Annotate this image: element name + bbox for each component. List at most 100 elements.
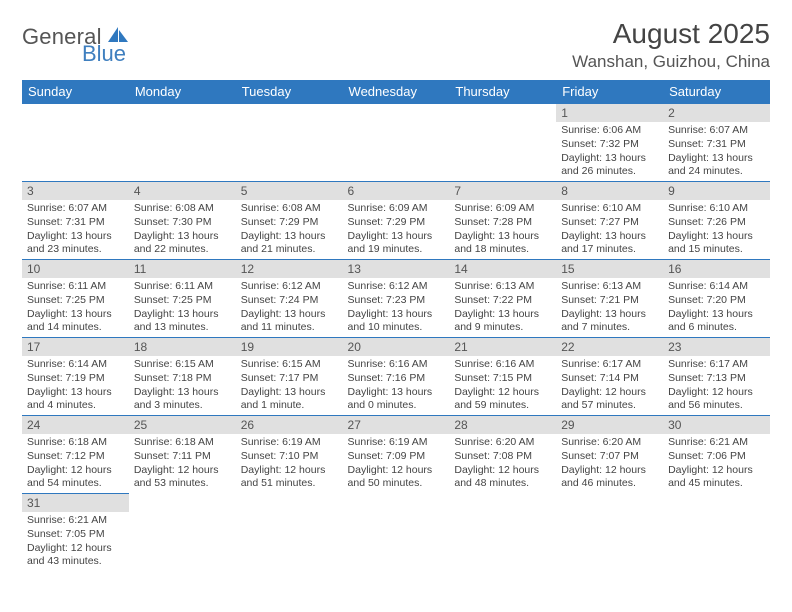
calendar-head: SundayMondayTuesdayWednesdayThursdayFrid… (22, 80, 770, 103)
day-number: 26 (236, 416, 343, 434)
day-detail: Sunrise: 6:09 AMSunset: 7:28 PMDaylight:… (449, 200, 556, 259)
calendar-cell: 8Sunrise: 6:10 AMSunset: 7:27 PMDaylight… (556, 181, 663, 259)
calendar-cell: 22Sunrise: 6:17 AMSunset: 7:14 PMDayligh… (556, 337, 663, 415)
calendar-cell: 11Sunrise: 6:11 AMSunset: 7:25 PMDayligh… (129, 259, 236, 337)
calendar-row: 10Sunrise: 6:11 AMSunset: 7:25 PMDayligh… (22, 259, 770, 337)
brand-blue: Blue (82, 41, 126, 67)
calendar-cell (449, 493, 556, 571)
day-number: 23 (663, 338, 770, 356)
day-detail: Sunrise: 6:17 AMSunset: 7:13 PMDaylight:… (663, 356, 770, 415)
day-detail: Sunrise: 6:11 AMSunset: 7:25 PMDaylight:… (22, 278, 129, 337)
day-detail: Sunrise: 6:12 AMSunset: 7:24 PMDaylight:… (236, 278, 343, 337)
day-detail: Sunrise: 6:08 AMSunset: 7:30 PMDaylight:… (129, 200, 236, 259)
day-detail: Sunrise: 6:21 AMSunset: 7:06 PMDaylight:… (663, 434, 770, 493)
day-number: 25 (129, 416, 236, 434)
day-detail: Sunrise: 6:20 AMSunset: 7:07 PMDaylight:… (556, 434, 663, 493)
calendar-cell (343, 493, 450, 571)
calendar-row: 1Sunrise: 6:06 AMSunset: 7:32 PMDaylight… (22, 103, 770, 181)
calendar-cell (449, 103, 556, 181)
day-number: 30 (663, 416, 770, 434)
calendar-cell: 19Sunrise: 6:15 AMSunset: 7:17 PMDayligh… (236, 337, 343, 415)
calendar-cell (236, 103, 343, 181)
day-number: 12 (236, 260, 343, 278)
day-number: 22 (556, 338, 663, 356)
day-detail: Sunrise: 6:17 AMSunset: 7:14 PMDaylight:… (556, 356, 663, 415)
day-detail: Sunrise: 6:14 AMSunset: 7:19 PMDaylight:… (22, 356, 129, 415)
calendar-cell: 10Sunrise: 6:11 AMSunset: 7:25 PMDayligh… (22, 259, 129, 337)
calendar-cell: 2Sunrise: 6:07 AMSunset: 7:31 PMDaylight… (663, 103, 770, 181)
weekday-header: Sunday (22, 80, 129, 103)
calendar-row: 24Sunrise: 6:18 AMSunset: 7:12 PMDayligh… (22, 415, 770, 493)
day-detail: Sunrise: 6:08 AMSunset: 7:29 PMDaylight:… (236, 200, 343, 259)
day-number: 31 (22, 494, 129, 512)
day-detail: Sunrise: 6:13 AMSunset: 7:21 PMDaylight:… (556, 278, 663, 337)
day-number: 4 (129, 182, 236, 200)
calendar-cell (343, 103, 450, 181)
calendar-cell: 3Sunrise: 6:07 AMSunset: 7:31 PMDaylight… (22, 181, 129, 259)
day-detail: Sunrise: 6:18 AMSunset: 7:11 PMDaylight:… (129, 434, 236, 493)
day-number: 17 (22, 338, 129, 356)
calendar-cell: 28Sunrise: 6:20 AMSunset: 7:08 PMDayligh… (449, 415, 556, 493)
day-number: 19 (236, 338, 343, 356)
day-number: 21 (449, 338, 556, 356)
calendar-body: 1Sunrise: 6:06 AMSunset: 7:32 PMDaylight… (22, 103, 770, 571)
calendar-cell: 31Sunrise: 6:21 AMSunset: 7:05 PMDayligh… (22, 493, 129, 571)
day-number: 2 (663, 104, 770, 122)
day-detail: Sunrise: 6:21 AMSunset: 7:05 PMDaylight:… (22, 512, 129, 571)
calendar-cell (556, 493, 663, 571)
calendar-cell: 25Sunrise: 6:18 AMSunset: 7:11 PMDayligh… (129, 415, 236, 493)
calendar-cell: 4Sunrise: 6:08 AMSunset: 7:30 PMDaylight… (129, 181, 236, 259)
day-number: 6 (343, 182, 450, 200)
day-detail: Sunrise: 6:15 AMSunset: 7:17 PMDaylight:… (236, 356, 343, 415)
day-detail: Sunrise: 6:12 AMSunset: 7:23 PMDaylight:… (343, 278, 450, 337)
page-header: General August 2025 Wanshan, Guizhou, Ch… (22, 18, 770, 72)
calendar-cell (236, 493, 343, 571)
weekday-header: Wednesday (343, 80, 450, 103)
calendar-page: General August 2025 Wanshan, Guizhou, Ch… (0, 0, 792, 612)
calendar-cell: 15Sunrise: 6:13 AMSunset: 7:21 PMDayligh… (556, 259, 663, 337)
calendar-cell: 1Sunrise: 6:06 AMSunset: 7:32 PMDaylight… (556, 103, 663, 181)
day-number: 14 (449, 260, 556, 278)
calendar-cell (663, 493, 770, 571)
weekday-header: Monday (129, 80, 236, 103)
day-detail: Sunrise: 6:09 AMSunset: 7:29 PMDaylight:… (343, 200, 450, 259)
day-detail: Sunrise: 6:18 AMSunset: 7:12 PMDaylight:… (22, 434, 129, 493)
calendar-cell: 16Sunrise: 6:14 AMSunset: 7:20 PMDayligh… (663, 259, 770, 337)
day-detail: Sunrise: 6:20 AMSunset: 7:08 PMDaylight:… (449, 434, 556, 493)
day-detail: Sunrise: 6:16 AMSunset: 7:16 PMDaylight:… (343, 356, 450, 415)
calendar-cell: 30Sunrise: 6:21 AMSunset: 7:06 PMDayligh… (663, 415, 770, 493)
day-number: 29 (556, 416, 663, 434)
calendar-cell: 6Sunrise: 6:09 AMSunset: 7:29 PMDaylight… (343, 181, 450, 259)
title-block: August 2025 Wanshan, Guizhou, China (572, 18, 770, 72)
calendar-table: SundayMondayTuesdayWednesdayThursdayFrid… (22, 80, 770, 571)
calendar-cell: 14Sunrise: 6:13 AMSunset: 7:22 PMDayligh… (449, 259, 556, 337)
day-detail: Sunrise: 6:14 AMSunset: 7:20 PMDaylight:… (663, 278, 770, 337)
day-detail: Sunrise: 6:10 AMSunset: 7:26 PMDaylight:… (663, 200, 770, 259)
calendar-cell (22, 103, 129, 181)
day-detail: Sunrise: 6:15 AMSunset: 7:18 PMDaylight:… (129, 356, 236, 415)
month-title: August 2025 (572, 18, 770, 50)
day-detail: Sunrise: 6:16 AMSunset: 7:15 PMDaylight:… (449, 356, 556, 415)
calendar-cell: 21Sunrise: 6:16 AMSunset: 7:15 PMDayligh… (449, 337, 556, 415)
day-number: 1 (556, 104, 663, 122)
day-detail: Sunrise: 6:13 AMSunset: 7:22 PMDaylight:… (449, 278, 556, 337)
day-number: 27 (343, 416, 450, 434)
weekday-header: Saturday (663, 80, 770, 103)
day-detail: Sunrise: 6:19 AMSunset: 7:10 PMDaylight:… (236, 434, 343, 493)
calendar-cell (129, 103, 236, 181)
day-number: 24 (22, 416, 129, 434)
day-number: 3 (22, 182, 129, 200)
location-label: Wanshan, Guizhou, China (572, 52, 770, 72)
day-number: 28 (449, 416, 556, 434)
day-number: 16 (663, 260, 770, 278)
weekday-header: Tuesday (236, 80, 343, 103)
day-number: 20 (343, 338, 450, 356)
day-detail: Sunrise: 6:07 AMSunset: 7:31 PMDaylight:… (663, 122, 770, 181)
day-number: 11 (129, 260, 236, 278)
calendar-cell (129, 493, 236, 571)
day-number: 10 (22, 260, 129, 278)
weekday-header: Thursday (449, 80, 556, 103)
calendar-row: 17Sunrise: 6:14 AMSunset: 7:19 PMDayligh… (22, 337, 770, 415)
day-detail: Sunrise: 6:11 AMSunset: 7:25 PMDaylight:… (129, 278, 236, 337)
calendar-cell: 12Sunrise: 6:12 AMSunset: 7:24 PMDayligh… (236, 259, 343, 337)
